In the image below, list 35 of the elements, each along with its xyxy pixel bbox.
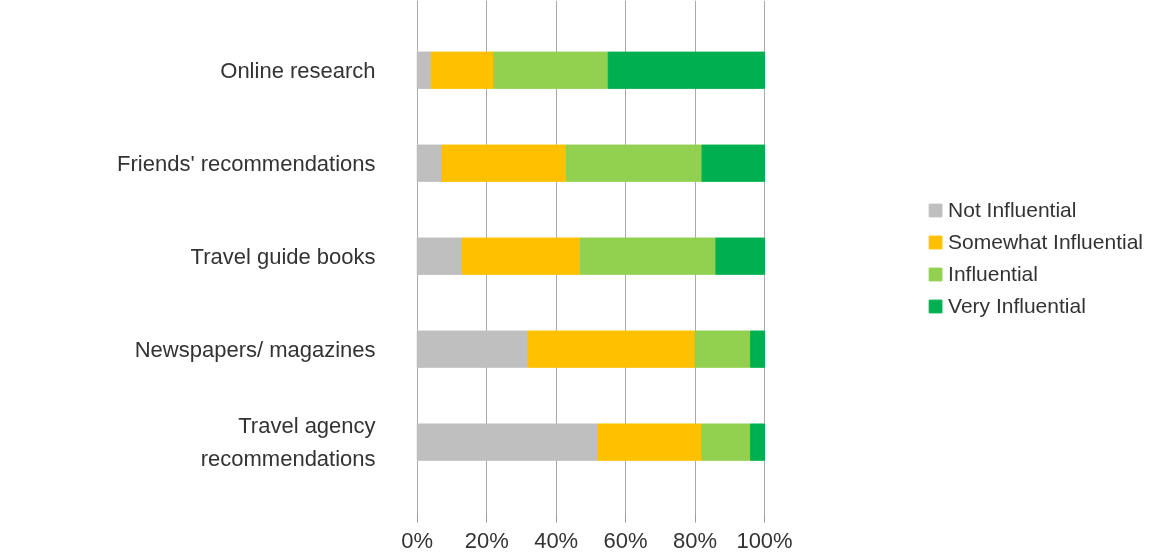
x-tick-label: 100% <box>736 527 793 553</box>
x-tick-label: 40% <box>534 527 579 553</box>
bar <box>579 237 717 275</box>
legend-label: Somewhat Influential <box>948 230 1143 254</box>
bar <box>493 51 609 89</box>
bar <box>750 423 766 461</box>
y-tick-label: Friends' recommendations <box>117 150 376 176</box>
y-tick-label: Travel agency recommendations <box>200 413 376 471</box>
bar <box>527 330 696 368</box>
y-tick-label: Newspapers/ magazines <box>134 336 376 362</box>
legend-label: Influential <box>948 262 1038 286</box>
x-tick-label: 0% <box>401 527 434 553</box>
x-tick-label: 20% <box>464 527 509 553</box>
bar <box>430 51 495 89</box>
x-tick-label: 80% <box>673 527 718 553</box>
x-tick-label: 60% <box>603 527 648 553</box>
bar <box>701 144 766 182</box>
bar <box>416 237 463 275</box>
bar <box>566 144 703 182</box>
bar <box>750 330 766 368</box>
bar <box>607 51 766 89</box>
bar <box>597 423 703 461</box>
bar <box>416 330 529 368</box>
bar <box>441 144 568 182</box>
bar <box>461 237 581 275</box>
bar <box>416 51 432 89</box>
legend-label: Not Influential <box>948 198 1077 222</box>
bar <box>701 423 752 461</box>
bar <box>694 330 752 368</box>
y-tick-label: Online research <box>220 57 376 83</box>
bar <box>416 144 443 182</box>
bar <box>416 423 599 461</box>
y-tick-label: Travel guide books <box>190 243 376 269</box>
legend-label: Very Influential <box>948 294 1086 318</box>
bar <box>715 237 766 275</box>
